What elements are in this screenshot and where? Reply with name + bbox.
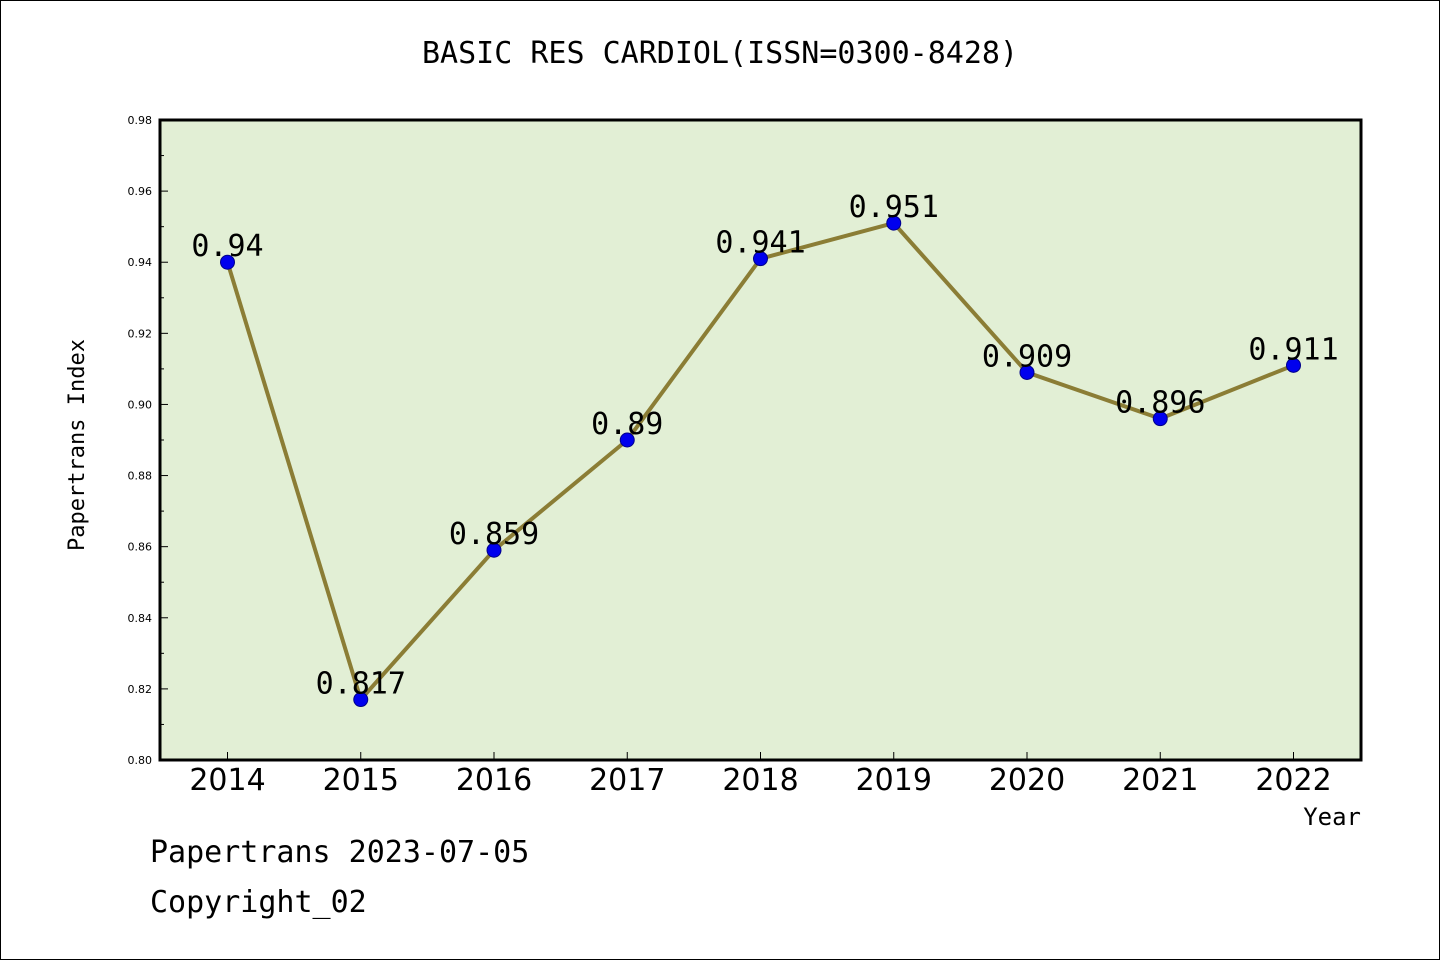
data-label: 0.896 <box>1115 386 1205 421</box>
data-label: 0.911 <box>1248 332 1338 367</box>
data-label: 0.941 <box>715 226 805 261</box>
data-label: 0.909 <box>982 339 1072 374</box>
y-axis-label: Papertrans Index <box>65 339 90 551</box>
data-point <box>1286 357 1301 373</box>
data-point <box>619 432 635 448</box>
y-tick-label: 0.94 <box>128 256 153 269</box>
x-tick-label: 2017 <box>589 763 665 798</box>
y-tick-label: 0.90 <box>128 398 153 411</box>
data-point <box>886 215 902 231</box>
data-point <box>486 542 502 558</box>
x-tick-label: 2020 <box>989 763 1065 798</box>
x-tick-label: 2022 <box>1255 763 1331 798</box>
data-label: 0.94 <box>191 229 263 264</box>
x-tick-label: 2021 <box>1122 763 1198 798</box>
data-label: 0.89 <box>591 407 663 442</box>
chart-title: BASIC RES CARDIOL(ISSN=0300-8428) <box>421 36 1019 71</box>
data-point <box>1019 364 1035 380</box>
y-tick-label: 0.88 <box>128 470 153 483</box>
x-tick-label: 2015 <box>323 763 399 798</box>
y-tick-label: 0.98 <box>128 114 153 127</box>
x-tick-label: 2019 <box>856 763 932 798</box>
y-tick-label: 0.82 <box>128 683 153 696</box>
y-tick-label: 0.96 <box>128 185 153 198</box>
data-point <box>753 251 768 267</box>
data-point <box>1152 411 1168 427</box>
x-axis-label: Year <box>1303 803 1361 831</box>
x-tick-label: 2016 <box>456 763 532 798</box>
footer-copyright: Copyright_02 <box>150 885 367 920</box>
y-tick-label: 0.86 <box>128 541 153 554</box>
data-point <box>353 692 369 708</box>
y-tick-label: 0.92 <box>128 327 153 340</box>
plot-border <box>158 118 1363 762</box>
data-label: 0.817 <box>316 667 406 702</box>
y-tick-label: 0.80 <box>128 754 153 767</box>
data-point <box>220 254 235 270</box>
footer-date: Papertrans 2023-07-05 <box>150 835 530 870</box>
data-label: 0.951 <box>849 190 939 225</box>
x-tick-label: 2014 <box>189 763 265 798</box>
plot-background <box>160 120 1361 760</box>
data-label: 0.859 <box>449 517 539 552</box>
x-tick-label: 2018 <box>722 763 798 798</box>
y-tick-label: 0.84 <box>128 612 153 625</box>
